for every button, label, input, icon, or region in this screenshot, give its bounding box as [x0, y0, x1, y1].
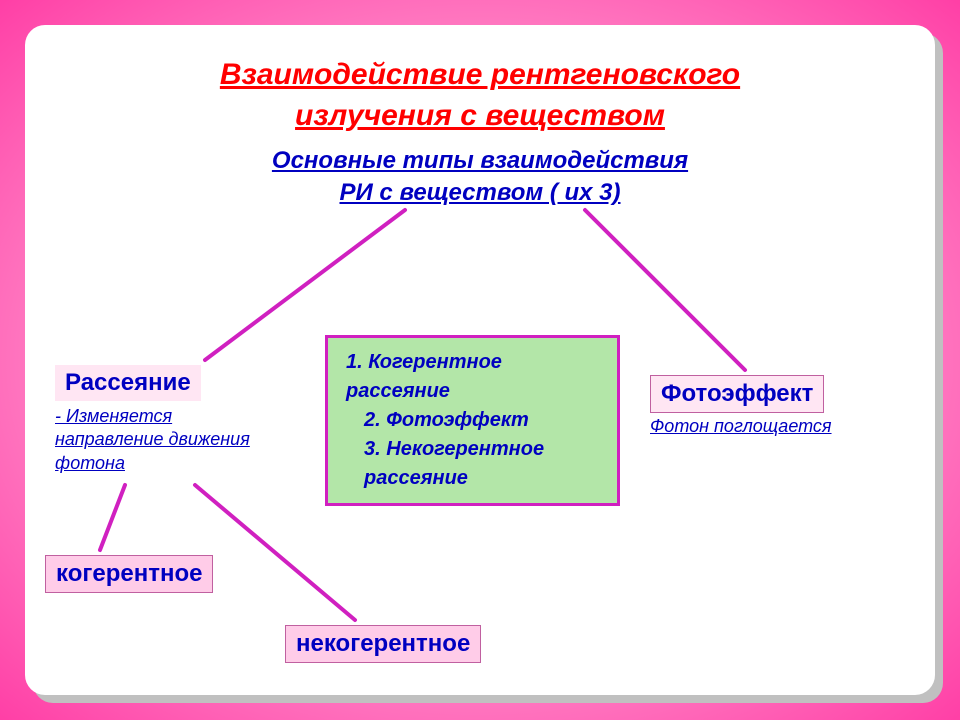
subtitle-line2: РИ с веществом ( их 3): [25, 177, 935, 209]
subtitle-line1: Основные типы взаимодействия: [25, 145, 935, 177]
center-item-2: Фотоэффект: [346, 406, 603, 435]
subtitle: Основные типы взаимодействия РИ с вещест…: [25, 145, 935, 210]
center-item-3: Некогерентное рассеяние: [346, 435, 603, 493]
node-photoeffect-label: Фотоэффект: [661, 380, 813, 407]
note-scattering: - Изменяется направление движения фотона: [55, 405, 285, 475]
node-incoherent-label: некогерентное: [296, 630, 470, 657]
slide-outer: Взаимодействие рентгеновского излучения …: [0, 0, 960, 720]
node-incoherent: некогерентное: [285, 625, 481, 663]
card: Взаимодействие рентгеновского излучения …: [25, 25, 935, 695]
node-coherent-label: когерентное: [56, 560, 202, 587]
center-list: Когерентное рассеяние Фотоэффект Некогер…: [342, 348, 603, 493]
node-coherent: когерентное: [45, 555, 213, 593]
note-photoeffect: Фотон поглощается: [650, 415, 850, 438]
center-list-box: Когерентное рассеяние Фотоэффект Некогер…: [325, 335, 620, 506]
center-item-1: Когерентное рассеяние: [346, 348, 603, 406]
node-scattering-label: Рассеяние: [65, 369, 191, 396]
node-scattering: Рассеяние: [55, 365, 201, 401]
main-title: Взаимодействие рентгеновского излучения …: [25, 55, 935, 136]
title-line1: Взаимодействие рентгеновского: [25, 55, 935, 96]
node-photoeffect: Фотоэффект: [650, 375, 824, 413]
title-line2: излучения с веществом: [25, 96, 935, 137]
